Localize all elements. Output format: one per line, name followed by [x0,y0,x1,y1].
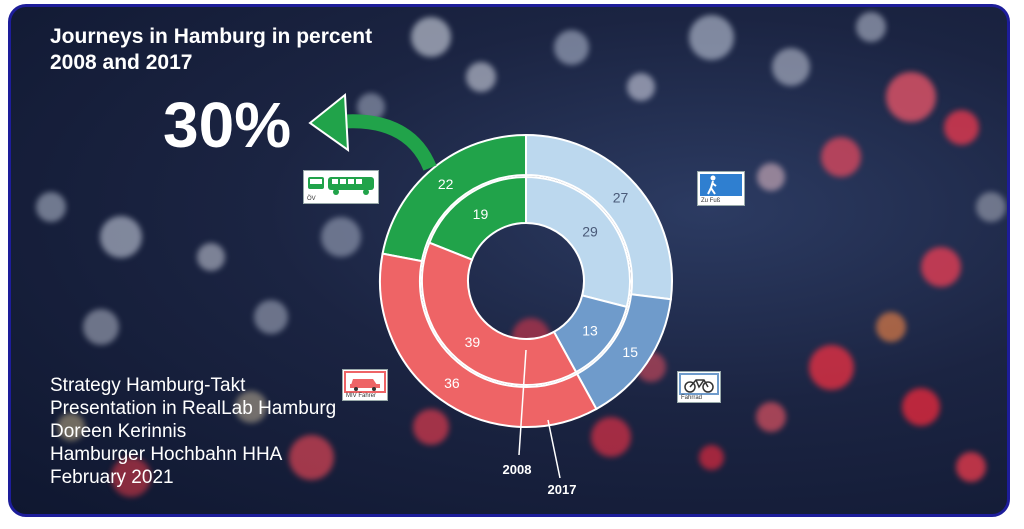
ring-label-2017: 2017 [548,482,577,497]
bokeh-light [921,247,961,287]
bokeh-light [197,243,225,271]
bokeh-light [757,163,785,191]
title-line-1: Journeys in Hamburg in percent [50,25,373,48]
title-line-2: 2008 and 2017 [50,51,193,74]
donut-segment-2008-car [421,241,578,386]
bokeh-light [553,29,589,65]
highlight-arrow-head [308,93,350,153]
bokeh-light [627,73,655,101]
bokeh-light [288,434,334,480]
ring-label-pointer-2017 [547,419,561,479]
credit-line-2: Presentation in RealLab Hamburg [50,398,337,419]
data-label-2017-car: 36 [444,375,460,391]
slide-frame [8,4,1010,517]
bokeh-light [413,409,449,445]
bokeh-light [808,344,854,390]
data-label-2008-car: 39 [465,334,481,350]
bokeh-light [466,62,496,92]
bokeh-light [83,309,119,345]
bokeh-light [321,217,361,257]
data-label-2017-public_transport: 22 [438,176,454,192]
icon-label-bicycle: Fahrrad [681,395,703,401]
bokeh-light [591,417,631,457]
bokeh-light [886,72,936,122]
bokeh-light [902,388,940,426]
bokeh-light [688,14,734,60]
bus-tram-icon: ÖV [303,170,379,204]
credit-line-4: Hamburger Hochbahn HHA [50,444,283,465]
bokeh-light [821,137,861,177]
bokeh-light [111,457,151,497]
car-icon: MIV Fahrer [342,369,388,401]
data-label-2008-walking: 29 [582,223,598,239]
donut-segment-2008-walking [525,175,631,309]
bokeh-light [235,391,267,423]
credit-line-5: February 2021 [50,467,174,488]
credits: Strategy Hamburg-Takt Presentation in Re… [50,374,336,489]
ring-label-pointer-2008 [518,349,527,456]
bokeh-light [756,402,786,432]
bicycle-icon: Fahrrad [677,371,721,403]
bokeh-light [411,17,451,57]
bokeh-light [100,216,142,258]
data-label-2017-bicycle: 15 [622,344,638,360]
highlight-value: 30% [163,89,292,161]
highlight-arrow [337,114,437,171]
bokeh-light [856,12,886,42]
data-label-2017-walking: 27 [613,190,629,206]
icon-label-car: MIV Fahrer [346,393,377,399]
bokeh-light [976,192,1006,222]
bokeh-light [698,444,724,470]
ring-label-2008: 2008 [503,462,532,477]
pedestrian-icon: Zu Fuß [697,171,745,206]
bokeh-light [956,452,986,482]
bokeh-light [943,109,979,145]
bokeh-light [36,192,66,222]
chart-title: Journeys in Hamburg in percent 2008 and … [50,24,372,76]
bokeh-light [772,48,810,86]
icon-label-public-transport: ÖV [307,196,316,202]
bokeh-light [876,312,906,342]
data-label-2008-public_transport: 19 [473,206,489,222]
bokeh-light [57,413,85,441]
data-label-2008-bicycle: 13 [582,323,598,339]
bokeh-light [254,300,288,334]
donut-segment-2017-car [379,252,598,428]
credit-line-3: Doreen Kerinnis [50,421,187,442]
icon-label-walking: Zu Fuß [701,198,721,204]
credit-line-1: Strategy Hamburg-Takt [50,375,246,396]
